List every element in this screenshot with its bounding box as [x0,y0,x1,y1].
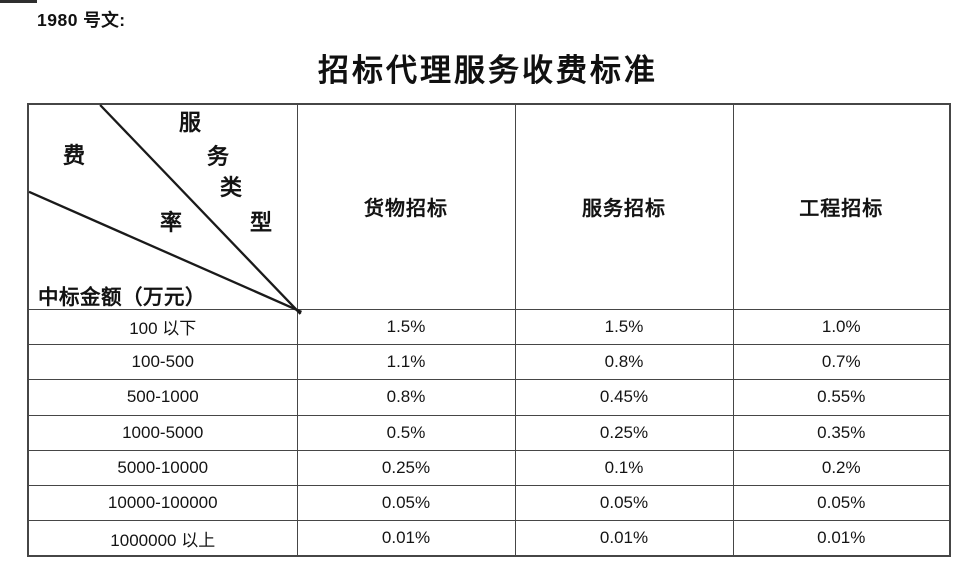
rate-cell: 0.05% [732,484,951,522]
rate-cell: 0.35% [732,414,951,451]
amount-cell: 10000-100000 [27,484,298,522]
table-row: 1000-5000 0.5% 0.25% 0.35% [27,414,951,451]
rate-cell: 1.1% [296,344,516,381]
column-header-services: 服务招标 [514,103,734,310]
rate-cell: 0.25% [514,414,734,451]
rate-cell: 1.5% [296,308,516,346]
page-title: 招标代理服务收费标准 [318,53,658,88]
fee-standard-table: 服 务 类 型 费 率 中标金额（万元） 货物招标 服务招标 工程招标 100 … [27,103,951,557]
corner-char-fu: 服 [179,110,202,135]
page-corner-mark [0,0,37,3]
table-row: 1000000 以上 0.01% 0.01% 0.01% [27,520,951,557]
rate-cell: 0.5% [296,414,516,451]
column-header-engineering: 工程招标 [732,103,951,310]
rate-cell: 1.0% [732,308,951,346]
rate-cell: 1.5% [514,308,734,346]
rate-cell: 0.7% [732,344,951,381]
doc-number: 1980 号文: [37,10,126,30]
corner-char-wu: 务 [207,144,230,169]
table-row: 500-1000 0.8% 0.45% 0.55% [27,379,951,416]
diagonal-corner-cell: 服 务 类 型 费 率 中标金额（万元） [27,103,302,315]
table-row: 5000-10000 0.25% 0.1% 0.2% [27,449,951,486]
table-row: 10000-100000 0.05% 0.05% 0.05% [27,484,951,522]
table-row: 100-500 1.1% 0.8% 0.7% [27,344,951,381]
diagonal-lines [28,104,302,315]
corner-char-xing: 型 [250,210,273,235]
amount-cell: 1000-5000 [27,414,298,451]
amount-cell: 5000-10000 [27,449,298,486]
rate-cell: 0.1% [514,449,734,486]
rate-cell: 0.55% [732,379,951,416]
rate-cell: 0.05% [296,484,516,522]
corner-char-lv: 率 [160,210,183,235]
amount-cell: 1000000 以上 [27,520,298,557]
amount-cell: 100 以下 [27,308,298,346]
rate-cell: 0.45% [514,379,734,416]
corner-char-fei: 费 [63,143,86,168]
table-header-row: 服 务 类 型 费 率 中标金额（万元） 货物招标 服务招标 工程招标 [27,103,951,315]
rate-cell: 0.01% [732,520,951,557]
rate-cell: 0.2% [732,449,951,486]
rate-cell: 0.25% [296,449,516,486]
row-axis-label: 中标金额（万元） [38,287,206,309]
corner-char-lei: 类 [220,175,243,200]
amount-cell: 500-1000 [27,379,298,416]
rate-cell: 0.8% [296,379,516,416]
rate-cell: 0.01% [296,520,516,557]
rate-cell: 0.05% [514,484,734,522]
table-row: 100 以下 1.5% 1.5% 1.0% [27,308,951,346]
rate-cell: 0.8% [514,344,734,381]
column-header-goods: 货物招标 [296,103,516,310]
rate-cell: 0.01% [514,520,734,557]
amount-cell: 100-500 [27,344,298,381]
